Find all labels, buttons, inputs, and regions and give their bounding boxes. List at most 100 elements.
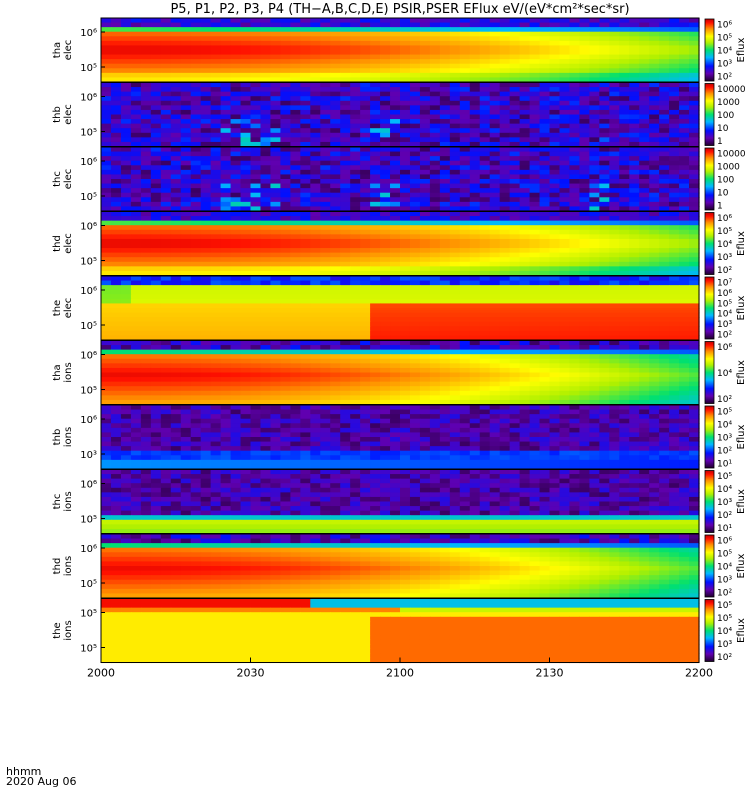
heatmap-cell bbox=[599, 335, 610, 341]
heatmap-cell bbox=[459, 31, 471, 37]
heatmap-cell bbox=[639, 27, 650, 33]
heatmap-cell bbox=[689, 298, 700, 305]
heatmap-cell bbox=[190, 345, 202, 351]
heatmap-cell bbox=[310, 45, 321, 51]
heatmap-cell bbox=[140, 109, 152, 116]
heatmap-cell bbox=[270, 270, 281, 277]
heatmap-cell bbox=[160, 312, 172, 318]
heatmap-cell bbox=[549, 50, 561, 56]
heatmap-cell bbox=[569, 238, 580, 245]
heatmap-cell bbox=[659, 298, 670, 305]
heatmap-cell bbox=[380, 156, 391, 162]
heatmap-cell bbox=[599, 72, 610, 79]
heatmap-cell bbox=[679, 390, 690, 396]
heatmap-cell bbox=[230, 22, 242, 28]
heatmap-cell bbox=[439, 183, 451, 189]
heatmap-cell bbox=[110, 395, 122, 401]
heatmap-cell bbox=[200, 201, 212, 208]
heatmap-cell bbox=[499, 312, 511, 318]
heatmap-cell bbox=[380, 340, 391, 346]
heatmap-cell bbox=[170, 206, 182, 212]
heatmap-cell bbox=[549, 68, 561, 74]
heatmap-cell bbox=[669, 179, 680, 185]
heatmap-cell bbox=[350, 63, 361, 69]
heatmap-cell bbox=[629, 109, 640, 116]
heatmap-cell bbox=[210, 285, 222, 291]
heatmap-cell bbox=[160, 197, 172, 203]
heatmap-cell bbox=[220, 188, 232, 194]
heatmap-cell bbox=[260, 363, 272, 369]
heatmap-cell bbox=[140, 179, 152, 185]
heatmap-cell bbox=[250, 174, 262, 180]
heatmap-cell bbox=[200, 105, 212, 111]
heatmap-cell bbox=[549, 276, 561, 282]
heatmap-cell bbox=[170, 386, 182, 392]
heatmap-cell bbox=[619, 294, 630, 300]
heatmap-cell bbox=[320, 156, 331, 162]
heatmap-cell bbox=[330, 252, 341, 258]
heatmap-cell bbox=[130, 179, 142, 185]
heatmap-cell bbox=[120, 82, 132, 88]
heatmap-cell bbox=[559, 326, 571, 332]
heatmap-cell bbox=[609, 82, 620, 88]
heatmap-cell bbox=[130, 197, 142, 203]
heatmap-cell bbox=[150, 174, 162, 180]
heatmap-cell bbox=[360, 340, 371, 346]
heatmap-cell bbox=[649, 72, 660, 79]
heatmap-cell bbox=[300, 276, 311, 282]
heatmap-cell bbox=[609, 298, 620, 305]
heatmap-cell bbox=[669, 197, 680, 203]
heatmap-cell bbox=[619, 197, 630, 203]
heatmap-cell bbox=[529, 22, 541, 28]
heatmap-cell bbox=[439, 280, 451, 286]
heatmap-cell bbox=[200, 285, 212, 291]
heatmap-cell bbox=[400, 349, 411, 355]
heatmap-cell bbox=[320, 96, 331, 102]
heatmap-cell bbox=[429, 50, 441, 56]
heatmap-cell bbox=[240, 192, 252, 198]
heatmap-cell bbox=[689, 31, 700, 37]
heatmap-cell bbox=[459, 45, 471, 51]
heatmap-cell bbox=[629, 197, 640, 203]
heatmap-cell bbox=[101, 303, 112, 309]
heatmap-cell bbox=[479, 54, 491, 60]
heatmap-cell bbox=[180, 345, 192, 351]
heatmap-cell bbox=[230, 165, 242, 171]
heatmap-cell bbox=[250, 312, 262, 318]
heatmap-cell bbox=[270, 100, 281, 106]
heatmap-cell bbox=[220, 114, 232, 120]
heatmap-cell bbox=[469, 100, 481, 106]
heatmap-cell bbox=[250, 211, 262, 217]
heatmap-cell bbox=[409, 45, 421, 51]
heatmap-cell bbox=[579, 169, 590, 176]
heatmap-cell bbox=[489, 114, 501, 120]
heatmap-cell bbox=[549, 188, 561, 194]
heatmap-cell bbox=[599, 165, 610, 171]
heatmap-cell bbox=[110, 349, 122, 355]
heatmap-cell bbox=[529, 82, 541, 88]
heatmap-cell bbox=[589, 31, 600, 37]
heatmap-cell bbox=[150, 289, 162, 295]
heatmap-cell bbox=[130, 294, 142, 300]
heatmap-cell bbox=[449, 188, 461, 194]
heatmap-cell bbox=[270, 119, 281, 125]
heatmap-cell bbox=[300, 31, 311, 37]
heatmap-cell bbox=[409, 335, 421, 341]
heatmap-cell bbox=[101, 330, 112, 337]
heatmap-cell bbox=[669, 321, 680, 327]
heatmap-cell bbox=[479, 326, 491, 332]
heatmap-cell bbox=[140, 280, 152, 286]
heatmap-cell bbox=[290, 68, 301, 74]
heatmap-cell bbox=[489, 105, 501, 111]
heatmap-cell bbox=[200, 363, 212, 369]
heatmap-cell bbox=[380, 390, 391, 396]
heatmap-cell bbox=[190, 169, 202, 176]
heatmap-cell bbox=[220, 220, 232, 226]
heatmap-cell bbox=[110, 381, 122, 387]
heatmap-cell bbox=[679, 266, 690, 272]
heatmap-cell bbox=[350, 220, 361, 226]
heatmap-cell bbox=[519, 367, 531, 374]
heatmap-cell bbox=[290, 54, 301, 60]
heatmap-cell bbox=[390, 303, 401, 309]
heatmap-cell bbox=[439, 156, 451, 162]
